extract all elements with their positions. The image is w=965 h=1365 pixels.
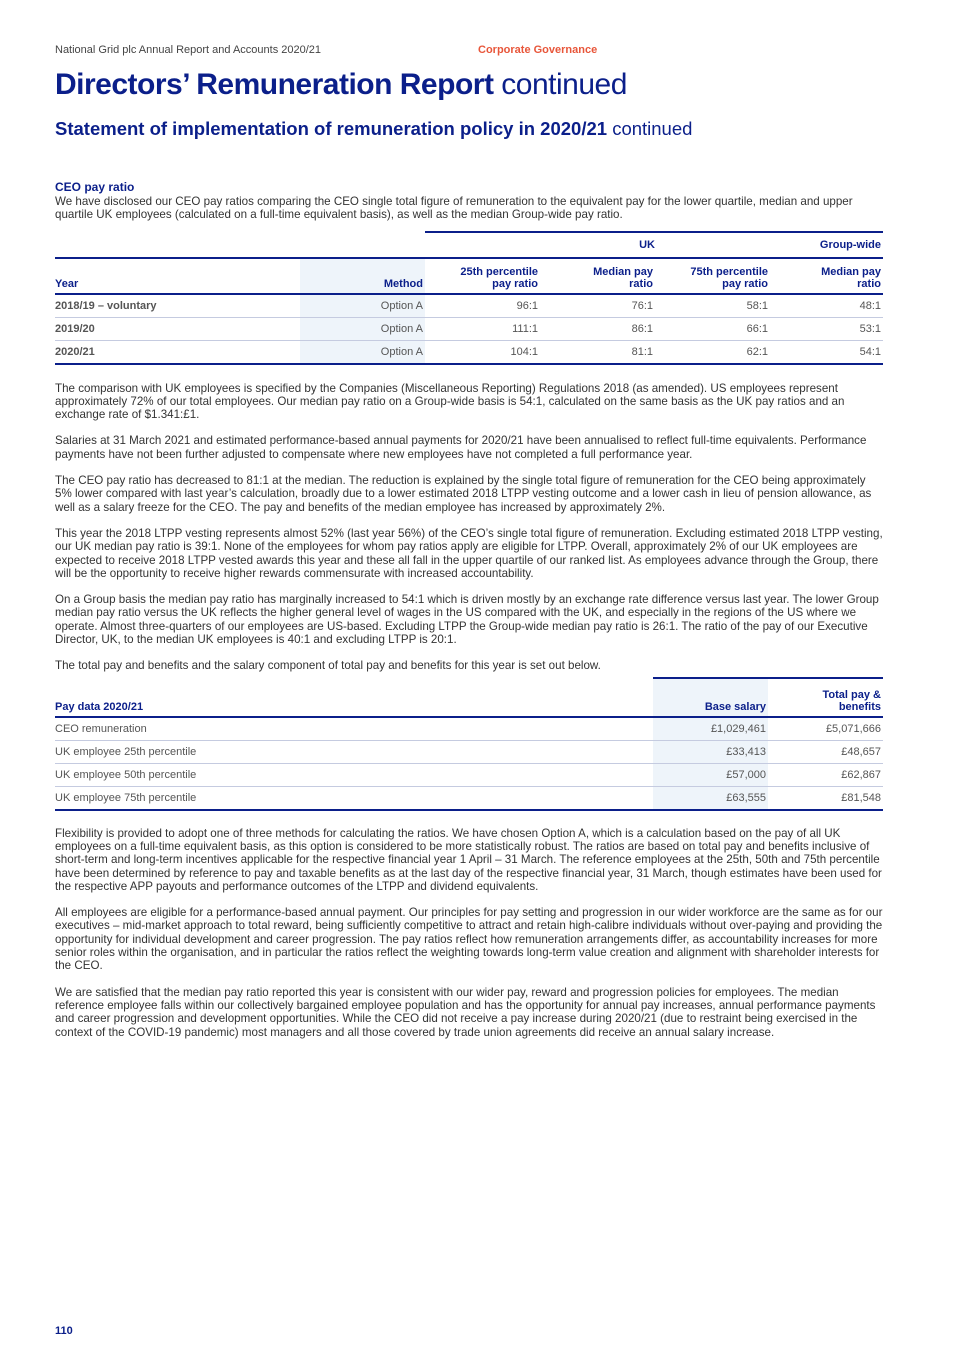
cell-value: 48:1 [770,293,883,318]
column-header: Method [300,257,425,295]
cell-value: 58:1 [655,293,770,318]
body-paragraph: We are satisfied that the median pay rat… [55,985,876,1039]
cell-value: 86:1 [540,317,655,341]
cell-value: £57,000 [653,763,768,787]
cell-value: £1,029,461 [653,716,768,741]
cell-value: £63,555 [653,786,768,811]
cell-value: £48,657 [768,740,883,764]
body-paragraph: The CEO pay ratio has decreased to 81:1 … [55,474,872,514]
table-row: 2018/19 – voluntary Option A 96:1 76:1 5… [55,293,883,318]
title-continued: continued [501,68,627,101]
cell-method: Option A [300,293,425,318]
cell-value: £62,867 [768,763,883,787]
body-paragraph: Flexibility is provided to adopt one of … [55,826,882,893]
cell-value: 62:1 [655,340,770,365]
cell-label: UK employee 25th percentile [55,740,653,764]
table-row: UK employee 25th percentile £33,413 £48,… [55,740,883,764]
table-row: 2019/20 Option A 111:1 86:1 66:1 53:1 [55,317,883,341]
subtitle-continued: continued [612,118,693,139]
column-header: 25th percentile pay ratio [425,257,540,295]
page-number: 110 [55,1325,73,1337]
body-paragraph: The total pay and benefits and the salar… [55,659,601,673]
page-title: Directors’ Remuneration Report continued [55,68,627,102]
body-paragraph: The comparison with UK employees is spec… [55,381,845,422]
cell-value: 111:1 [425,317,540,341]
table-row: CEO remuneration £1,029,461 £5,071,666 [55,716,883,741]
cell-label: CEO remuneration [55,716,653,741]
cell-value: 81:1 [540,340,655,365]
pay-data-table: Pay data 2020/21 Base salary Total pay &… [55,676,883,811]
body-paragraph: Salaries at 31 March 2021 and estimated … [55,434,867,461]
cell-value: £33,413 [653,740,768,764]
cell-year: 2019/20 [55,317,300,341]
table-row: UK employee 75th percentile £63,555 £81,… [55,786,883,811]
table-row: 2020/21 Option A 104:1 81:1 62:1 54:1 [55,340,883,365]
column-header: Base salary [653,676,768,718]
cell-year: 2018/19 – voluntary [55,293,300,318]
page-subtitle: Statement of implementation of remunerat… [55,118,692,140]
cell-value: 66:1 [655,317,770,341]
column-header: Pay data 2020/21 [55,677,653,718]
column-header: Median pay ratio [770,257,883,295]
content: CEO pay ratio We have disclosed our CEO … [55,180,883,1052]
pay-ratio-table: UK Group-wide Year Method 25th percentil… [55,230,883,365]
cell-label: UK employee 75th percentile [55,786,653,811]
cell-value: 54:1 [770,340,883,365]
column-header: Year [55,257,300,295]
uk-group-header: UK [425,230,770,259]
cell-value: 96:1 [425,293,540,318]
cell-value: £81,548 [768,786,883,811]
body-paragraph: On a Group basis the median pay ratio ha… [55,593,879,647]
cell-method: Option A [300,317,425,341]
column-header: 75th percentile pay ratio [655,257,770,295]
table-header-row: Year Method 25th percentile pay ratio Me… [55,257,883,295]
cell-value: 53:1 [770,317,883,341]
title-main: Directors’ Remuneration Report [55,68,494,101]
cell-year: 2020/21 [55,340,300,365]
intro-paragraph: We have disclosed our CEO pay ratios com… [55,195,853,222]
section-name: Corporate Governance [478,44,598,56]
body-paragraph: This year the 2018 LTPP vesting represen… [55,526,883,580]
cell-label: UK employee 50th percentile [55,763,653,787]
group-wide-header: Group-wide [770,230,883,259]
cell-value: 104:1 [425,340,540,365]
column-header: Total pay & benefits [768,676,883,718]
cell-value: £5,071,666 [768,716,883,741]
table-header-row: Pay data 2020/21 Base salary Total pay &… [55,676,883,718]
body-paragraph: All employees are eligible for a perform… [55,906,883,973]
cell-value: 76:1 [540,293,655,318]
table-group-header: UK Group-wide [55,230,883,259]
section-heading: CEO pay ratio [55,180,135,194]
column-header: Median pay ratio [540,257,655,295]
report-name: National Grid plc Annual Report and Acco… [55,44,322,56]
table-row: UK employee 50th percentile £57,000 £62,… [55,763,883,787]
cell-method: Option A [300,340,425,365]
subtitle-main: Statement of implementation of remunerat… [55,118,608,139]
